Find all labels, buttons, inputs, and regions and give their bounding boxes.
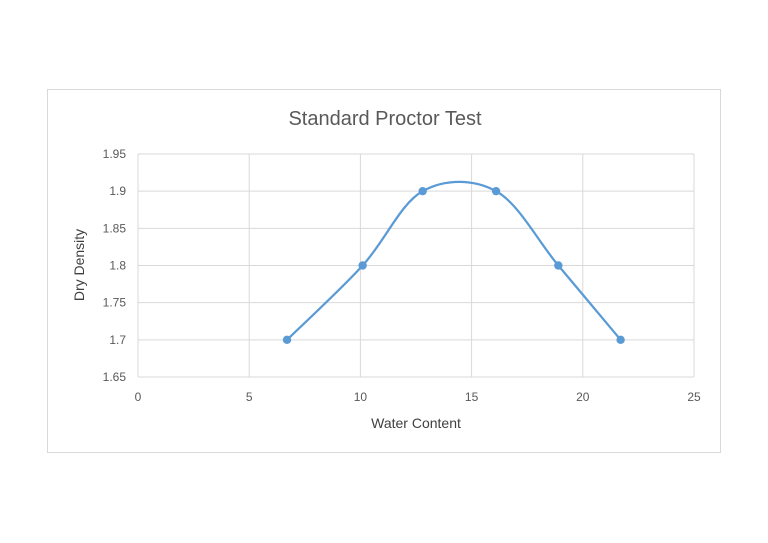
x-tick-label: 10 bbox=[354, 390, 368, 404]
data-point bbox=[418, 186, 427, 196]
proctor-chart: Standard Proctor Test 1.65 1.7 1.75 1.8 1.85… bbox=[71, 108, 701, 431]
x-tick-label: 15 bbox=[465, 390, 479, 404]
x-tick-label: 20 bbox=[576, 390, 590, 404]
y-tick-label: 1.95 bbox=[103, 147, 127, 161]
y-tick-label: 1.85 bbox=[103, 221, 127, 235]
y-tick-label: 1.8 bbox=[109, 259, 126, 273]
data-point bbox=[282, 335, 292, 345]
y-tick-label: 1.7 bbox=[109, 333, 126, 347]
series-line bbox=[286, 180, 622, 341]
x-tick-label: 0 bbox=[135, 390, 142, 404]
data-point bbox=[616, 335, 625, 345]
series-layer bbox=[282, 180, 625, 345]
y-tick-label: 1.75 bbox=[103, 296, 127, 310]
tick-labels: 1.65 1.7 1.75 1.8 1.85 1.9 1.95 0 5 10 15 20 25 bbox=[103, 147, 701, 404]
chart-title: Standard Proctor Test bbox=[288, 108, 482, 130]
x-tick-label: 25 bbox=[687, 390, 701, 404]
y-tick-label: 1.65 bbox=[103, 370, 127, 384]
data-point bbox=[554, 261, 563, 270]
x-tick-label: 5 bbox=[246, 390, 253, 404]
gridlines bbox=[137, 153, 695, 378]
y-tick-label: 1.9 bbox=[109, 184, 126, 198]
data-point bbox=[491, 186, 501, 196]
x-axis-title: Water Content bbox=[371, 415, 461, 431]
data-point bbox=[358, 261, 367, 270]
chart-frame: Standard Proctor Test 1.65 1.7 1.75 1.8 1.85… bbox=[47, 89, 721, 453]
y-axis-title: Dry Density bbox=[71, 229, 87, 301]
